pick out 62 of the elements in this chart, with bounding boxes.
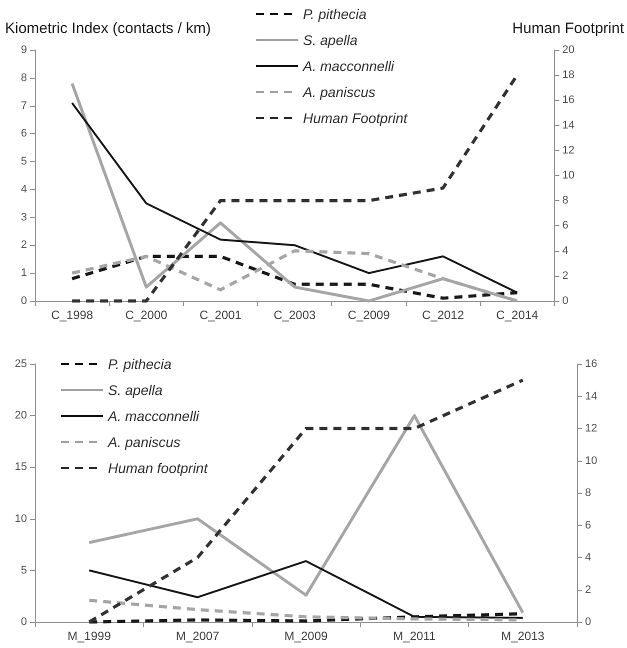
x-tick-label: C_2003: [274, 308, 316, 322]
x-tick-label: C_2000: [125, 308, 168, 322]
x-tick-label: M_2013: [501, 629, 545, 643]
y-tick-label: 5: [20, 156, 27, 168]
y-tick-label: 20: [14, 410, 27, 422]
y2-tick-label: 14: [562, 119, 575, 132]
x-tick-label: C_2012: [422, 308, 464, 322]
y2-tick-label: 0: [562, 295, 568, 307]
y2-tick-label: 16: [585, 358, 598, 370]
y2-tick-label: 12: [562, 144, 575, 156]
y2-tick-label: 8: [562, 194, 568, 207]
legend-label: P. pithecia: [303, 6, 367, 22]
y2-tick-label: 12: [585, 422, 598, 434]
legend-label: P. pithecia: [108, 356, 172, 372]
y2-tick-label: 20: [562, 44, 575, 56]
y-tick-label: 25: [14, 358, 27, 370]
y-tick-label: 15: [14, 461, 27, 474]
legend-label: Human Footprint: [303, 110, 408, 126]
y2-tick-label: 8: [585, 487, 592, 499]
y2-tick-label: 2: [585, 584, 592, 596]
y2-tick-label: 4: [585, 552, 592, 564]
y-tick-label: 4: [20, 183, 27, 196]
y2-tick-label: 16: [562, 94, 575, 106]
y-axis-title: Kiometric Index (contacts / km): [5, 20, 211, 37]
line-series: [88, 378, 524, 624]
y-tick-label: 0: [20, 295, 27, 307]
x-tick-label: M_2011: [393, 629, 436, 643]
y-tick-label: 0: [20, 616, 27, 628]
y2-axis-title: Human Footprint: [512, 20, 625, 37]
y-tick-label: 5: [20, 564, 27, 576]
y2-tick-label: 18: [562, 69, 575, 82]
y-tick-label: 2: [20, 239, 27, 252]
legend-label: S. apella: [108, 382, 163, 398]
y-tick-label: 9: [20, 44, 27, 56]
legend-label: A. paniscus: [107, 434, 180, 450]
y2-tick-label: 0: [585, 616, 592, 628]
legend-label: Human footprint: [108, 460, 209, 476]
y2-tick-label: 4: [562, 244, 568, 257]
legend-label: A. macconnelli: [302, 58, 395, 74]
legend-label: A. macconnelli: [107, 408, 200, 424]
y2-tick-label: 10: [562, 170, 575, 182]
x-tick-label: C_1998: [51, 308, 94, 322]
y2-tick-label: 10: [585, 454, 598, 467]
legend-label: S. apella: [303, 32, 358, 48]
x-tick-label: C_2014: [496, 308, 539, 322]
x-tick-label: C_2001: [199, 308, 242, 322]
y2-tick-label: 6: [562, 220, 568, 232]
x-tick-label: M_2007: [176, 629, 220, 643]
y-tick-label: 10: [14, 512, 27, 525]
y2-tick-label: 14: [585, 390, 598, 402]
y-tick-label: 7: [20, 100, 27, 112]
legend-label: A. paniscus: [302, 84, 376, 100]
x-tick-label: M_1999: [68, 629, 112, 643]
y-tick-label: 1: [20, 267, 27, 280]
y-tick-label: 8: [20, 72, 27, 84]
y-tick-label: 6: [20, 128, 27, 140]
y2-tick-label: 2: [562, 270, 568, 282]
y-tick-label: 3: [20, 211, 27, 224]
x-tick-label: M_2009: [284, 629, 328, 643]
line-series: [88, 598, 524, 622]
y2-tick-label: 6: [585, 519, 592, 532]
x-tick-label: C_2009: [348, 308, 390, 322]
